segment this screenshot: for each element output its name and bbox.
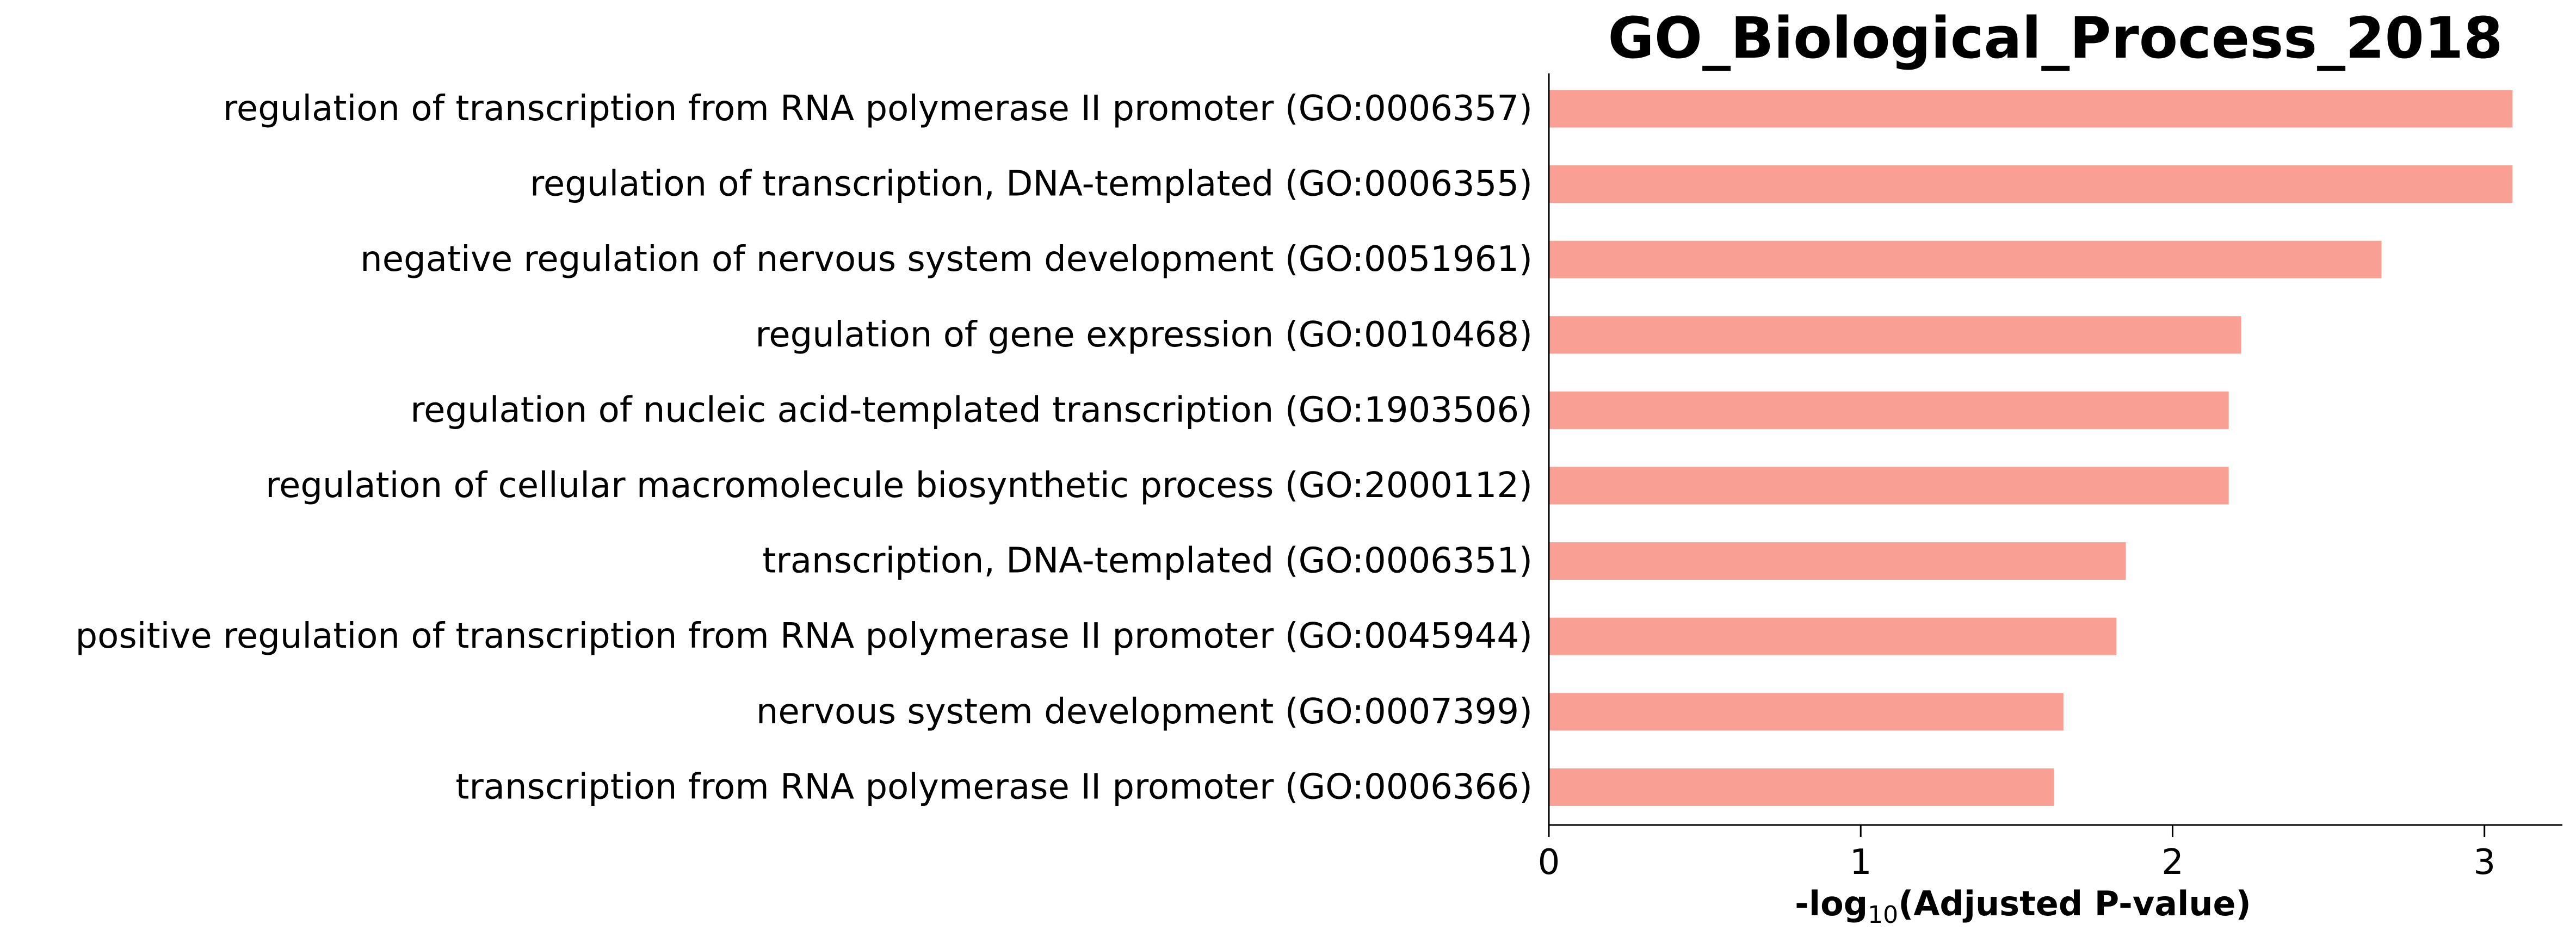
x-axis-title: -log10(Adjusted P-value) bbox=[1795, 884, 2251, 929]
bar bbox=[1549, 617, 2117, 655]
bar bbox=[1549, 768, 2054, 806]
bar bbox=[1549, 693, 2064, 731]
category-label: regulation of transcription from RNA pol… bbox=[223, 89, 1533, 129]
bar bbox=[1549, 240, 2382, 278]
bar bbox=[1549, 165, 2513, 203]
category-label: regulation of nucleic acid-templated tra… bbox=[410, 390, 1533, 430]
category-label: positive regulation of transcription fro… bbox=[76, 616, 1533, 656]
bar bbox=[1549, 391, 2229, 429]
bar bbox=[1549, 316, 2241, 354]
category-label: regulation of gene expression (GO:001046… bbox=[755, 315, 1533, 355]
category-label: nervous system development (GO:0007399) bbox=[756, 692, 1533, 732]
x-axis-title-prefix: -log bbox=[1795, 884, 1868, 923]
category-label: negative regulation of nervous system de… bbox=[360, 239, 1533, 280]
x-tick-label: 2 bbox=[2161, 842, 2184, 883]
chart-title: GO_Biological_Process_2018 bbox=[1608, 5, 2503, 71]
category-label: regulation of cellular macromolecule bio… bbox=[265, 466, 1533, 506]
bar bbox=[1549, 542, 2126, 580]
x-axis-title-suffix: (Adjusted P-value) bbox=[1898, 884, 2251, 923]
category-label: regulation of transcription, DNA-templat… bbox=[530, 164, 1533, 204]
bar bbox=[1549, 467, 2229, 505]
x-axis-ticks: 0 1 2 3 bbox=[1538, 825, 2495, 883]
bars bbox=[1549, 90, 2513, 806]
bar bbox=[1549, 90, 2513, 128]
x-tick-label: 1 bbox=[1850, 842, 1872, 883]
category-label: transcription from RNA polymerase II pro… bbox=[455, 767, 1533, 807]
x-tick-label: 3 bbox=[2473, 842, 2495, 883]
category-label: transcription, DNA-templated (GO:0006351… bbox=[762, 541, 1533, 581]
x-axis-title-subscript: 10 bbox=[1868, 901, 1898, 929]
category-labels: regulation of transcription from RNA pol… bbox=[76, 89, 1533, 807]
x-tick-label: 0 bbox=[1538, 842, 1560, 883]
